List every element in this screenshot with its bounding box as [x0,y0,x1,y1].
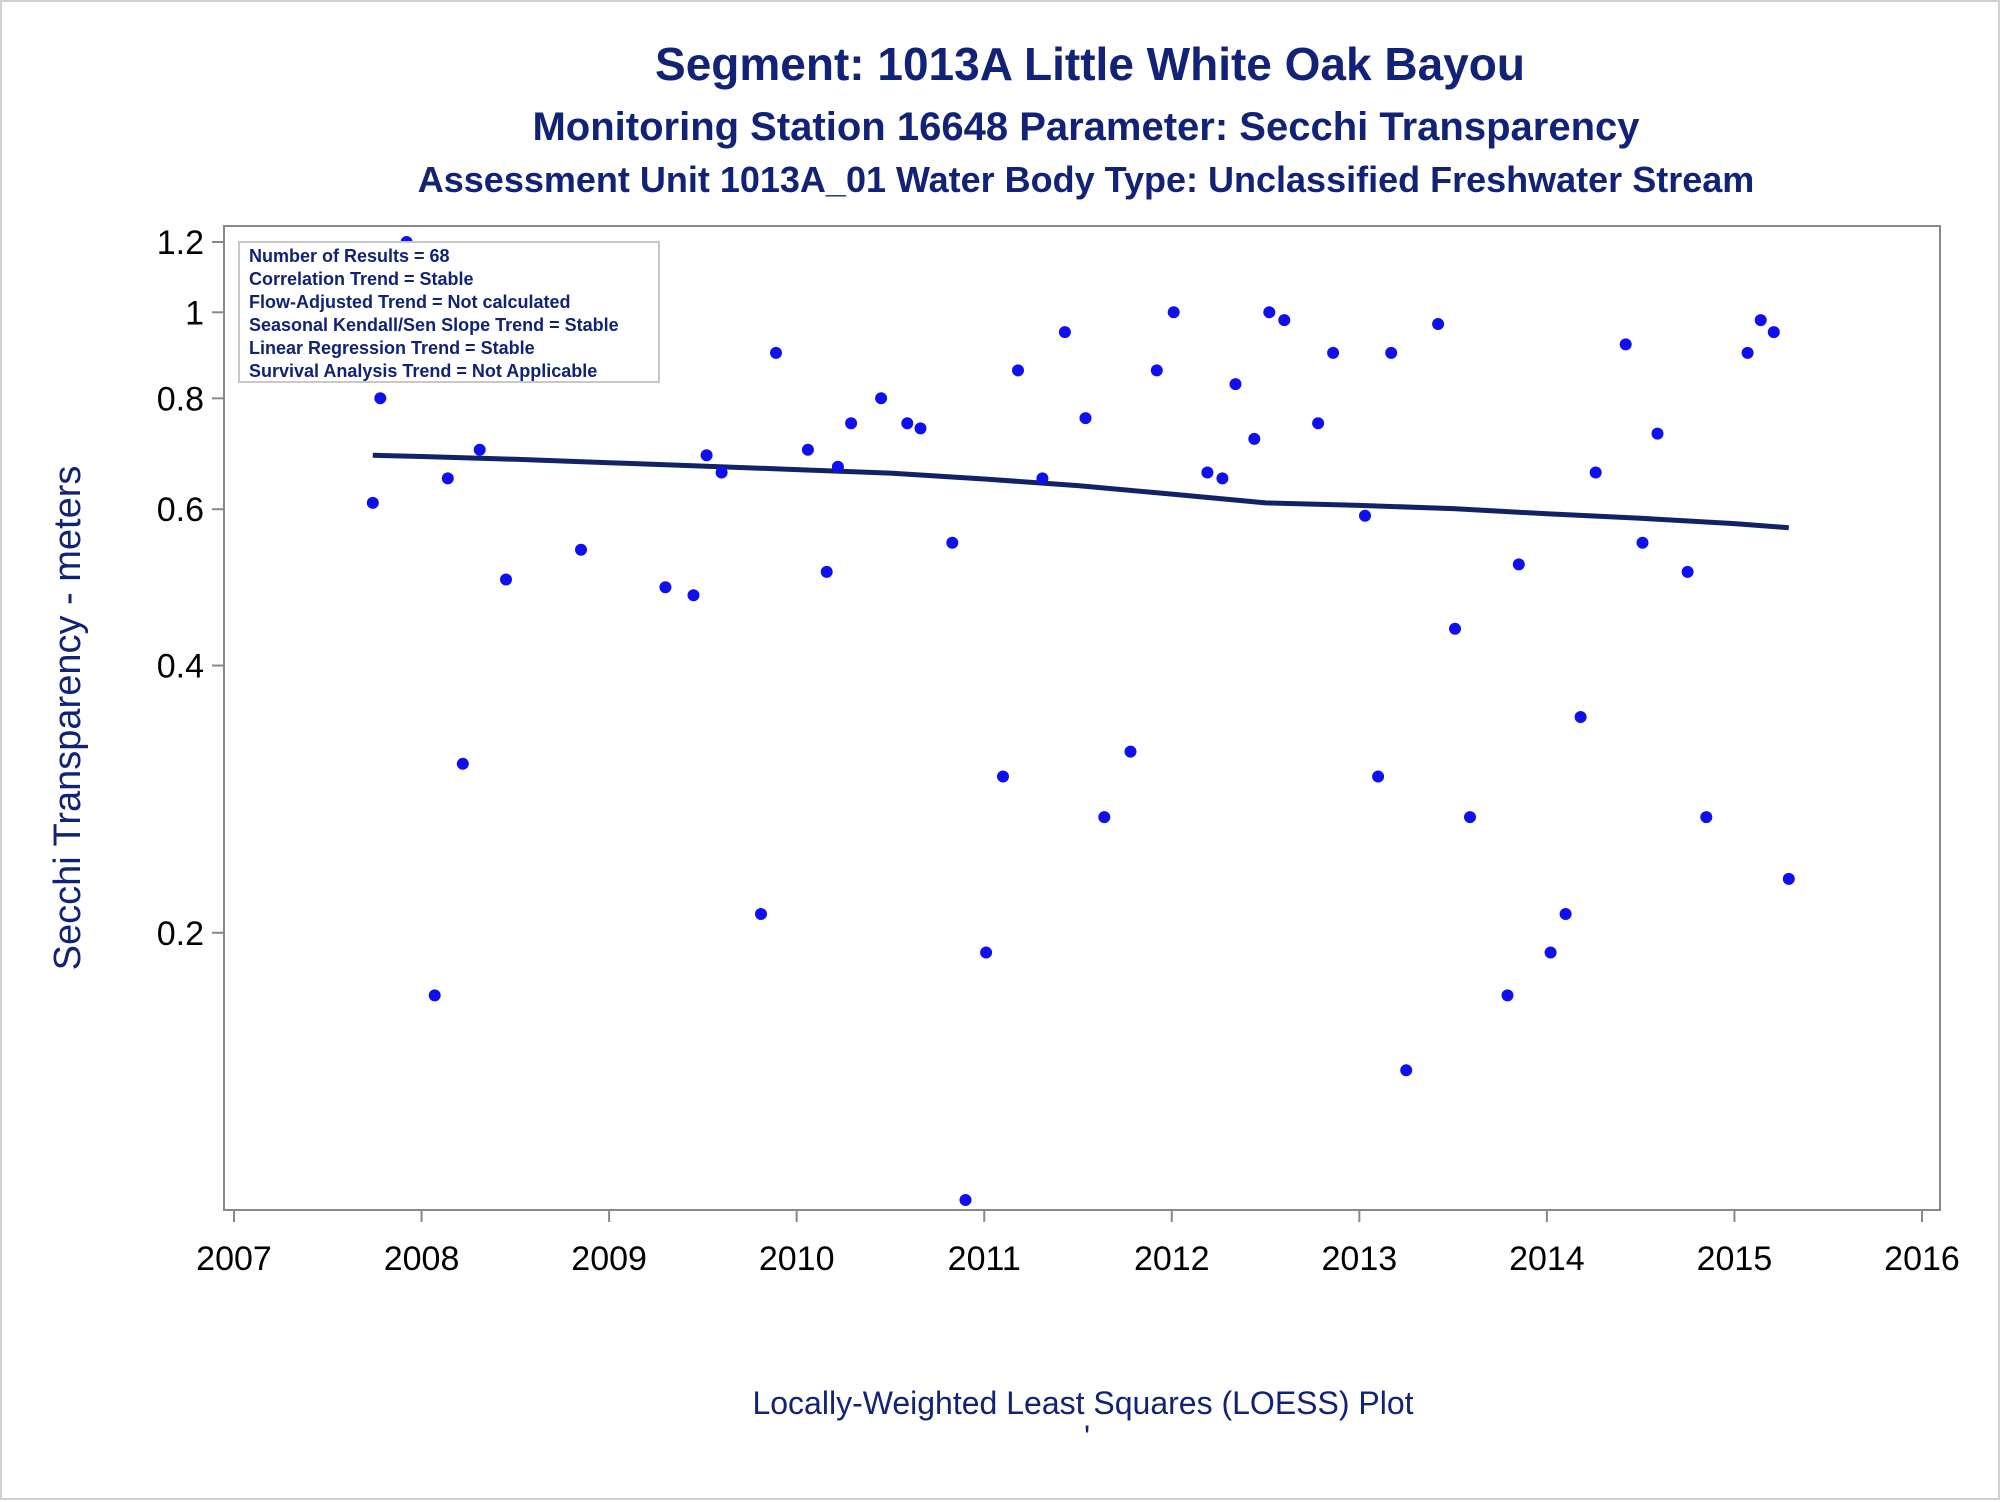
data-point [901,417,914,430]
data-point [1201,466,1214,479]
data-point [755,908,767,920]
data-point [1512,558,1525,571]
footnote: Locally-Weighted Least Squares (LOESS) P… [752,1385,1413,1421]
x-tick-label: 2014 [1509,1240,1585,1278]
data-point [428,989,441,1002]
data-point [1079,412,1092,425]
x-tick-label: 2015 [1697,1240,1773,1278]
x-tick-label: 2011 [948,1240,1021,1278]
x-tick-label: 2007 [196,1240,272,1278]
data-point [1167,306,1180,319]
data-point [875,392,888,405]
data-point [500,573,512,586]
stat-linear-regression-trend: Linear Regression Trend = Stable [249,338,535,358]
x-tick-label: 2008 [384,1240,460,1278]
x-tick-label: 2016 [1884,1240,1960,1278]
footnote-mark: ' [1084,1419,1090,1455]
data-point [946,536,959,549]
data-point [1651,427,1664,440]
stats-box-border [238,241,660,383]
stat-seasonal-kendall-trend: Seasonal Kendall/Sen Slope Trend = Stabl… [249,315,619,335]
data-point [1058,326,1071,339]
data-point [1359,509,1371,522]
data-point [1400,1064,1413,1077]
data-point [441,472,454,485]
data-point [820,565,833,578]
y-tick-label: 0.8 [157,380,204,418]
data-point [1767,326,1780,339]
y-tick-label: 0.6 [157,491,204,529]
data-point [997,770,1009,783]
stat-flow-adjusted-trend: Flow-Adjusted Trend = Not calculated [249,292,571,312]
data-point [366,496,379,509]
data-point [1559,908,1572,920]
data-point [473,443,486,456]
x-tick-label: 2009 [571,1240,647,1278]
data-point [1782,872,1795,885]
y-tick-label: 0.4 [157,648,204,686]
y-tick-label: 0.2 [157,915,204,953]
data-point [1150,364,1163,377]
data-point [770,346,782,359]
chart-title: Segment: 1013A Little White Oak Bayou [655,38,1525,90]
data-point [715,466,728,479]
data-point [1432,318,1445,330]
data-point [456,757,469,770]
data-point [959,1194,972,1206]
data-point [1278,314,1291,327]
data-point [1619,338,1632,351]
data-point [1229,378,1242,391]
data-point [1741,346,1754,359]
data-point [980,946,993,959]
data-point [1098,811,1111,824]
data-point [831,460,844,473]
stats-box: Number of Results = 68 Correlation Trend… [238,241,660,383]
x-tick-label: 2010 [759,1240,835,1278]
x-tick-label: 2012 [1134,1240,1210,1278]
x-tick-label: 2013 [1322,1240,1398,1278]
data-point [1449,622,1461,635]
data-point [1385,346,1398,359]
data-point [845,417,858,430]
data-point [1636,536,1649,549]
data-point [1501,989,1514,1002]
data-point [575,543,587,556]
y-tick-label: 1.2 [157,224,204,262]
data-point [1216,472,1229,485]
data-point [1544,946,1557,959]
data-point [1754,314,1767,327]
data-point [801,443,814,456]
data-point [1574,711,1587,723]
data-point [1372,770,1385,783]
data-point [914,422,927,435]
data-point [1036,472,1049,485]
data-point [1589,466,1602,479]
chart-subtitle: Monitoring Station 16648 Parameter: Secc… [532,105,1640,149]
data-point [1124,745,1137,758]
data-point [659,581,672,594]
y-tick-label: 1 [185,294,204,332]
plot-area [223,225,1941,1211]
data-point [1012,364,1024,377]
data-point [1263,306,1276,319]
data-point [687,589,700,602]
data-point [1312,417,1325,430]
data-point [1248,432,1261,445]
data-point [1700,811,1713,824]
stat-survival-analysis-trend: Survival Analysis Trend = Not Applicable [249,361,597,381]
data-point [700,449,713,462]
data-point [1464,811,1476,824]
data-point [1681,565,1694,578]
stat-number-of-results: Number of Results = 68 [249,246,450,266]
chart-subtitle-2: Assessment Unit 1013A_01 Water Body Type… [418,159,1755,200]
data-point [1327,346,1340,359]
y-axis: 0.2 0.4 0.6 0.8 1 1.2 [157,224,224,953]
data-point [374,392,387,405]
loess-trend-line [372,452,1789,531]
stat-correlation-trend: Correlation Trend = Stable [249,269,474,289]
x-axis: 2007 2008 2009 2010 2011 2012 2013 2014 2015 2016 [196,1210,1960,1278]
y-axis-label: Secchi Transparency - meters [47,466,89,971]
